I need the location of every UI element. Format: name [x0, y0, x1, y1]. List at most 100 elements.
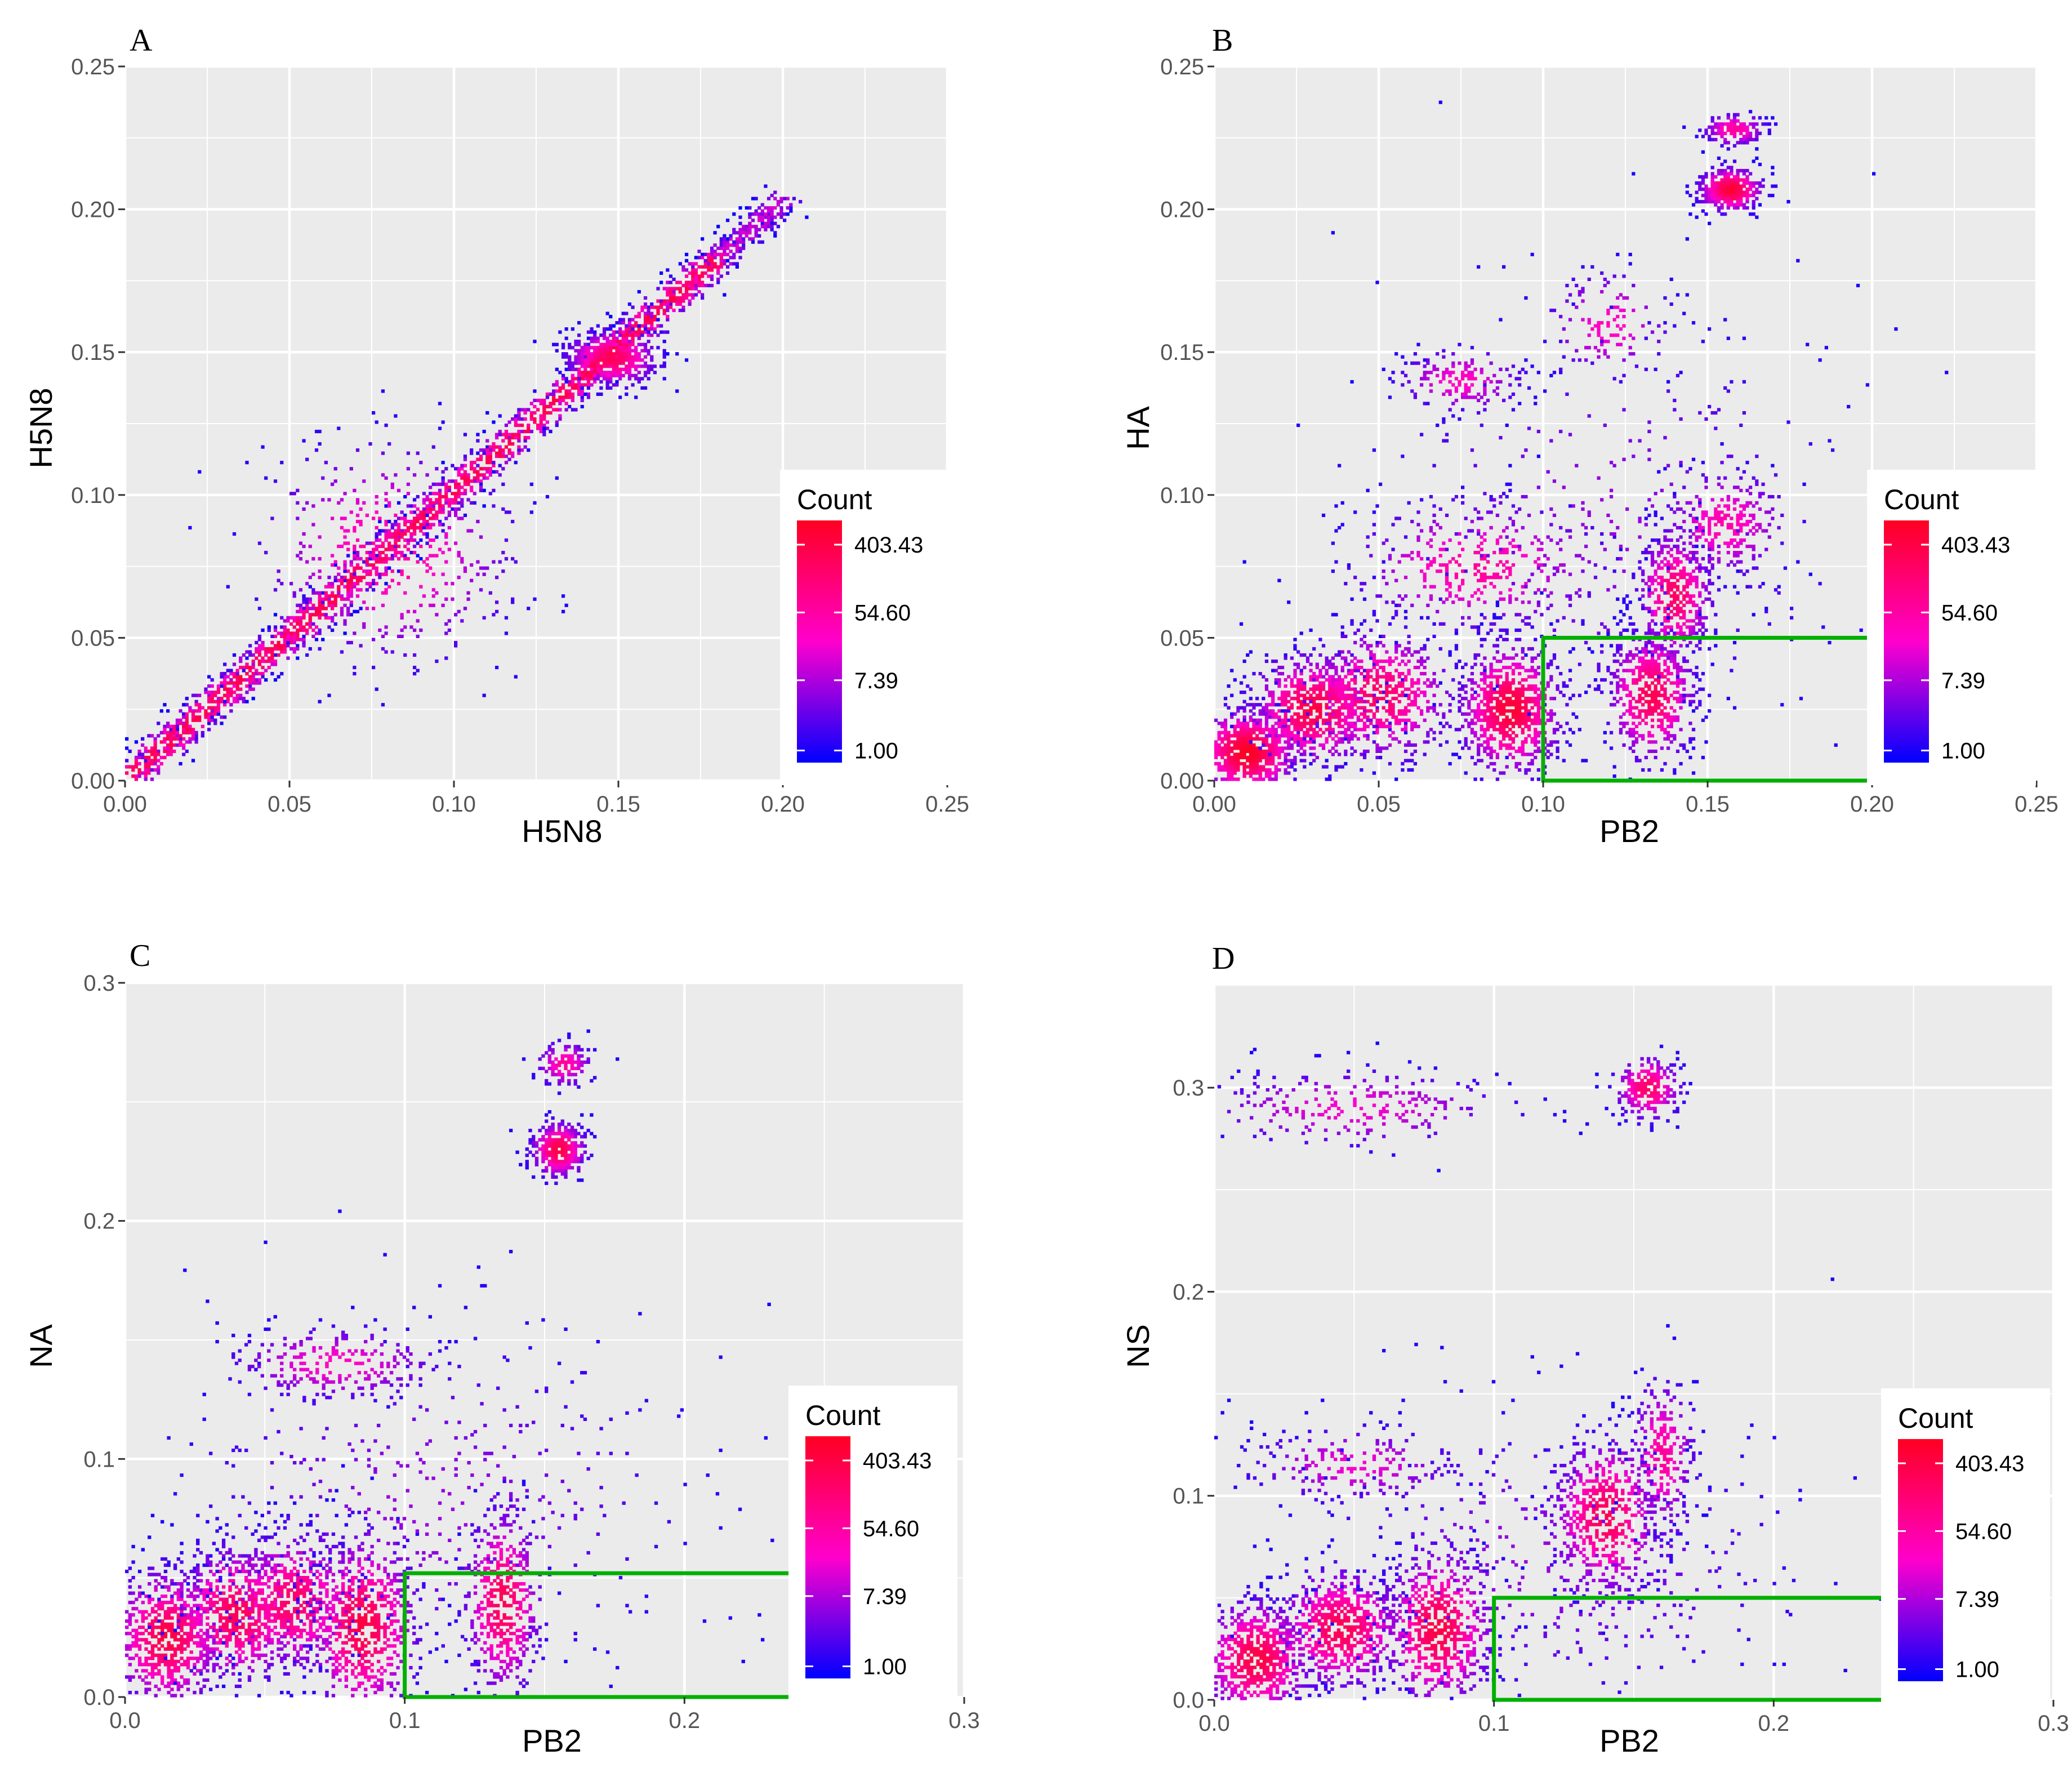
heatmap-tile — [605, 336, 609, 340]
heatmap-tile — [1666, 669, 1670, 673]
heatmap-tile — [390, 523, 394, 527]
heatmap-tile — [605, 380, 609, 384]
heatmap-tile — [1644, 693, 1648, 697]
heatmap-tile — [691, 277, 695, 281]
heatmap-tile — [571, 383, 574, 387]
heatmap-tile — [1293, 722, 1297, 725]
heatmap-tile — [605, 311, 609, 315]
heatmap-tile — [609, 364, 613, 368]
heatmap-tile — [1483, 731, 1487, 734]
heatmap-tile — [1338, 700, 1342, 703]
heatmap-tile — [1556, 684, 1559, 688]
heatmap-tile — [1606, 722, 1610, 725]
heatmap-tile — [1549, 715, 1553, 719]
heatmap-tile — [353, 609, 357, 613]
heatmap-tile — [454, 498, 458, 502]
heatmap-tile — [485, 439, 489, 443]
heatmap-tile — [707, 259, 711, 262]
heatmap-tile — [169, 724, 173, 728]
heatmap-tile — [1559, 672, 1563, 676]
heatmap-tile — [1666, 666, 1670, 670]
heatmap-tile — [618, 321, 622, 325]
heatmap-tile — [1236, 752, 1240, 756]
heatmap-tile — [232, 697, 237, 701]
heatmap-tile — [454, 613, 458, 617]
heatmap-tile — [1464, 684, 1468, 688]
heatmap-tile — [1650, 681, 1655, 685]
heatmap-tile — [1673, 734, 1677, 738]
heatmap-tile — [248, 653, 252, 657]
heatmap-tile — [609, 380, 613, 384]
heatmap-tile — [1391, 712, 1395, 716]
heatmap-tile — [314, 609, 319, 613]
heatmap-tile — [1534, 718, 1538, 722]
heatmap-tile — [438, 498, 442, 502]
heatmap-tile — [1385, 659, 1389, 663]
heatmap-tile — [381, 551, 385, 555]
heatmap-tile — [302, 609, 306, 613]
heatmap-tile — [1628, 669, 1632, 673]
heatmap-tile — [1710, 582, 1714, 586]
heatmap-tile — [1334, 768, 1338, 772]
heatmap-tile — [681, 309, 685, 313]
heatmap-tile — [1536, 749, 1540, 753]
heatmap-tile — [552, 383, 556, 387]
heatmap-tile — [185, 715, 189, 719]
heatmap-tile — [1499, 743, 1503, 747]
heatmap-tile — [384, 529, 388, 533]
heatmap-tile — [1242, 722, 1246, 725]
heatmap-tile — [1274, 722, 1278, 725]
heatmap-tile — [1287, 740, 1291, 744]
heatmap-tile — [273, 647, 278, 651]
heatmap-tile — [650, 324, 654, 328]
heatmap-tile — [1280, 691, 1285, 694]
heatmap-tile — [1350, 752, 1354, 756]
heatmap-tile — [226, 681, 230, 685]
heatmap-tile — [327, 585, 331, 589]
heatmap-tile — [580, 389, 584, 393]
heatmap-tile — [1375, 749, 1379, 753]
heatmap-tile — [1277, 752, 1281, 756]
heatmap-tile — [1274, 749, 1278, 753]
heatmap-tile — [1669, 681, 1673, 685]
heatmap-tile — [324, 585, 328, 589]
heatmap-tile — [1347, 734, 1351, 738]
heatmap-tile — [1347, 715, 1351, 719]
heatmap-tile — [1403, 728, 1408, 732]
heatmap-tile — [1258, 728, 1262, 732]
heatmap-tile — [1752, 545, 1755, 549]
heatmap-tile — [1372, 740, 1376, 744]
heatmap-tile — [1534, 675, 1538, 679]
heatmap-tile — [1353, 709, 1357, 713]
heatmap-tile — [166, 749, 170, 753]
heatmap-tile — [1236, 722, 1240, 725]
heatmap-tile — [1676, 697, 1680, 701]
heatmap-tile — [1271, 734, 1275, 738]
heatmap-tile — [349, 560, 353, 564]
heatmap-tile — [1708, 647, 1712, 651]
heatmap-tile — [1372, 697, 1376, 701]
heatmap-tile — [1309, 628, 1313, 632]
heatmap-tile — [1356, 628, 1360, 632]
heatmap-tile — [454, 541, 458, 545]
heatmap-tile — [435, 510, 439, 514]
heatmap-tile — [684, 280, 689, 284]
heatmap-tile — [359, 578, 363, 582]
heatmap-tile — [1401, 768, 1405, 772]
heatmap-tile — [251, 653, 255, 657]
heatmap-tile — [213, 722, 217, 725]
heatmap-tile — [495, 451, 499, 455]
heatmap-tile — [1242, 746, 1246, 750]
heatmap-tile — [1315, 724, 1319, 728]
heatmap-tile — [697, 265, 701, 269]
heatmap-tile — [1669, 609, 1673, 613]
heatmap-tiles — [125, 184, 809, 781]
heatmap-tile — [1262, 743, 1266, 747]
heatmap-tile — [255, 597, 259, 601]
heatmap-tile — [1385, 684, 1389, 688]
heatmap-tile — [564, 408, 568, 412]
heatmap-tile — [264, 669, 268, 673]
heatmap-tile — [596, 355, 600, 359]
heatmap-tile — [1489, 672, 1493, 676]
heatmap-tile — [1362, 715, 1367, 719]
